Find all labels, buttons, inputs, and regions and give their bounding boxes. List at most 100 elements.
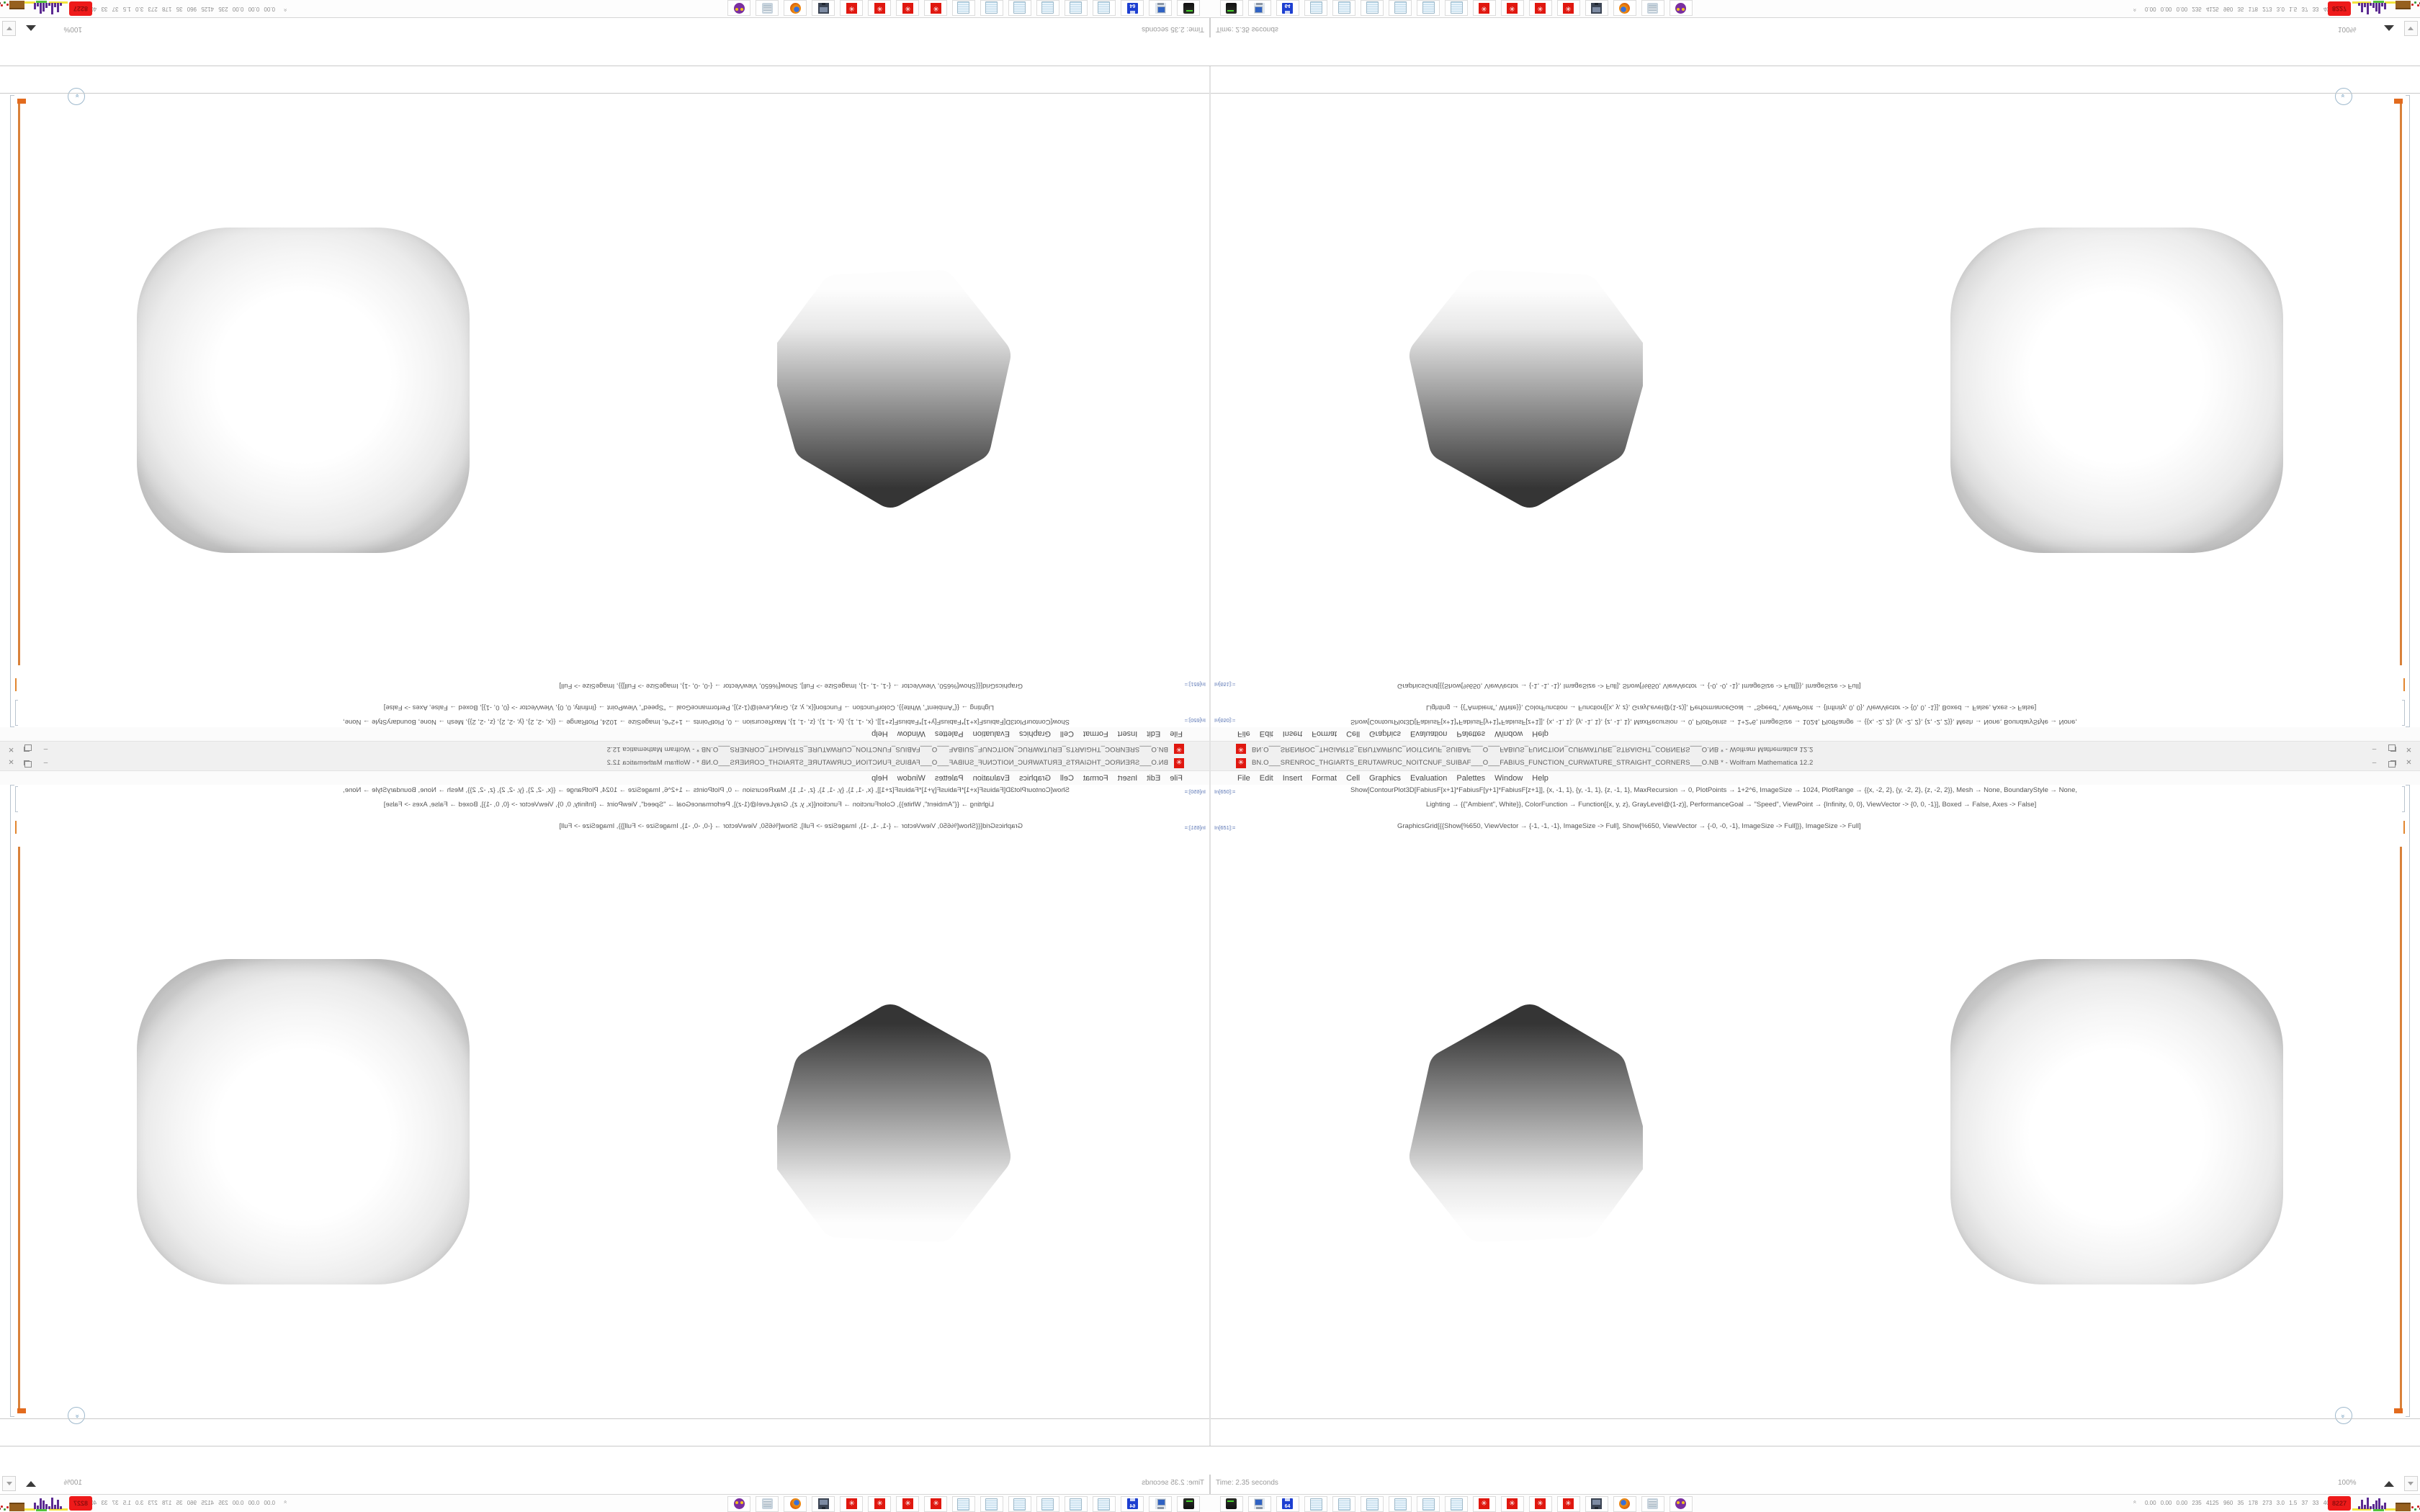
- menu-edit[interactable]: Edit: [1147, 729, 1161, 739]
- menu-window[interactable]: Window: [897, 773, 926, 783]
- window-titlebar[interactable]: ✳ BN.O___SRENROC_THGIARTS_ERUTAWRUC_NOIT…: [0, 741, 1210, 756]
- quicklaunch-red-gear-button[interactable]: ✳: [924, 0, 947, 16]
- quicklaunch-notepad-button[interactable]: [1389, 0, 1412, 16]
- magnification-popup-icon[interactable]: [2384, 25, 2394, 31]
- chevron-circle-icon[interactable]: »: [68, 88, 85, 105]
- code-line-show-contourplot3d[interactable]: Show[ContourPlot3D[FabiusF[x+1]*FabiusF[…: [1350, 786, 2077, 794]
- menu-insert[interactable]: Insert: [1117, 773, 1138, 783]
- quicklaunch-red-gear-button[interactable]: ✳: [1473, 0, 1496, 16]
- quicklaunch-floppy-64-button[interactable]: [1276, 0, 1299, 16]
- quicklaunch-notepad-button[interactable]: [952, 1496, 975, 1512]
- code-line-show-contourplot3d[interactable]: Show[ContourPlot3D[FabiusF[x+1]*FabiusF[…: [343, 786, 1070, 794]
- quicklaunch-monitor-camera-button[interactable]: [812, 0, 835, 16]
- quicklaunch-notepad-button[interactable]: [1361, 1496, 1384, 1512]
- quicklaunch-notepad-button[interactable]: [1093, 0, 1116, 16]
- code-line-graphicsgrid[interactable]: GraphicsGrid[{{Show[%650, ViewVector → {…: [559, 822, 1023, 830]
- menu-graphics[interactable]: Graphics: [1369, 773, 1402, 783]
- code-line-show-contourplot3d[interactable]: Show[ContourPlot3D[FabiusF[x+1]*FabiusF[…: [343, 718, 1070, 726]
- menu-file[interactable]: File: [1170, 773, 1183, 783]
- minimize-button[interactable]: –: [43, 759, 48, 767]
- quicklaunch-red-gear-button[interactable]: ✳: [924, 1496, 947, 1512]
- taskbar[interactable]: » 0.00 0.00 0.00 235 4125 960 35 178 273…: [1210, 0, 2420, 18]
- menu-evaluation[interactable]: Evaluation: [972, 729, 1010, 739]
- menu-window[interactable]: Window: [1494, 729, 1523, 739]
- code-line-lighting[interactable]: Lighting → {{"Ambient", White}}, ColorFu…: [383, 801, 994, 809]
- code-line-show-contourplot3d[interactable]: Show[ContourPlot3D[FabiusF[x+1]*FabiusF[…: [1350, 718, 2077, 726]
- quicklaunch-floppy-64-button[interactable]: [1121, 1496, 1144, 1512]
- quicklaunch-notepad-button[interactable]: [1417, 0, 1440, 16]
- maximize-button[interactable]: [2385, 759, 2398, 768]
- cell-bracket-input[interactable]: [15, 786, 16, 812]
- quicklaunch-red-gear-button[interactable]: ✳: [896, 1496, 919, 1512]
- contour-blob-top-view[interactable]: [137, 228, 470, 553]
- quicklaunch-zip-drive-button[interactable]: [1220, 0, 1243, 16]
- quicklaunch-red-gear-button[interactable]: ✳: [1557, 0, 1580, 16]
- cell-bracket-selected[interactable]: [15, 678, 17, 691]
- quicklaunch-red-gear-button[interactable]: ✳: [1473, 1496, 1496, 1512]
- quicklaunch-owl-button[interactable]: [727, 1496, 750, 1512]
- quicklaunch-red-gear-button[interactable]: ✳: [840, 0, 863, 16]
- contour-blob-oblique-view[interactable]: [777, 268, 1012, 513]
- quicklaunch-red-gear-button[interactable]: ✳: [868, 0, 891, 16]
- close-button[interactable]: ✕: [2406, 759, 2412, 767]
- magnification-dropdown-button[interactable]: [2, 1476, 16, 1491]
- menu-insert[interactable]: Insert: [1282, 729, 1303, 739]
- window-titlebar[interactable]: ✳ BN.O___SRENROC_THGIARTS_ERUTAWRUC_NOIT…: [1210, 741, 2420, 756]
- menu-format[interactable]: Format: [1312, 729, 1337, 739]
- notebook-area[interactable]: In[650]:= Show[ContourPlot3D[FabiusF[x+1…: [0, 785, 1210, 1455]
- contour-blob-oblique-view[interactable]: [1408, 268, 1643, 513]
- quicklaunch-red-gear-button[interactable]: ✳: [840, 1496, 863, 1512]
- cell-bracket-selected[interactable]: [15, 821, 17, 834]
- quicklaunch-scroll-button[interactable]: [756, 0, 779, 16]
- tray-expand-icon[interactable]: »: [2131, 1500, 2138, 1504]
- quicklaunch-owl-button[interactable]: [1670, 0, 1693, 16]
- tray-alert-badge[interactable]: 8227: [2328, 1496, 2351, 1511]
- menu-graphics[interactable]: Graphics: [1018, 773, 1051, 783]
- menu-help[interactable]: Help: [871, 773, 888, 783]
- notebook-area[interactable]: In[650]:= Show[ContourPlot3D[FabiusF[x+1…: [0, 57, 1210, 727]
- cell-bracket-output-selected[interactable]: [18, 847, 20, 1413]
- code-line-graphicsgrid[interactable]: GraphicsGrid[{{Show[%650, ViewVector → {…: [1397, 822, 1861, 830]
- quicklaunch-floppy-64-button[interactable]: [1121, 0, 1144, 16]
- menu-graphics[interactable]: Graphics: [1018, 729, 1051, 739]
- menu-help[interactable]: Help: [1532, 729, 1549, 739]
- cell-bracket-output-selected[interactable]: [18, 99, 20, 665]
- quicklaunch-computer-button[interactable]: [1149, 1496, 1172, 1512]
- taskbar[interactable]: » 0.00 0.00 0.00 235 4125 960 35 178 273…: [0, 0, 1210, 18]
- menu-palettes[interactable]: Palettes: [934, 729, 964, 739]
- magnification-label[interactable]: 100%: [2338, 25, 2357, 33]
- quicklaunch-red-gear-button[interactable]: ✳: [1501, 0, 1524, 16]
- tray-alert-badge[interactable]: 8227: [69, 1, 92, 16]
- window-titlebar[interactable]: ✳ BN.O___SRENROC_THGIARTS_ERUTAWRUC_NOIT…: [1210, 756, 2420, 771]
- menu-window[interactable]: Window: [897, 729, 926, 739]
- quicklaunch-red-gear-button[interactable]: ✳: [1529, 1496, 1552, 1512]
- quicklaunch-floppy-64-button[interactable]: [1276, 1496, 1299, 1512]
- menu-cell[interactable]: Cell: [1059, 773, 1074, 783]
- cell-bracket-output-selected[interactable]: [2400, 847, 2402, 1413]
- menu-edit[interactable]: Edit: [1147, 773, 1161, 783]
- quicklaunch-notepad-button[interactable]: [1332, 1496, 1355, 1512]
- quicklaunch-notepad-button[interactable]: [1389, 1496, 1412, 1512]
- minimize-button[interactable]: –: [43, 745, 48, 753]
- quicklaunch-notepad-button[interactable]: [1304, 0, 1327, 16]
- chevron-circle-icon[interactable]: »: [2335, 1407, 2352, 1424]
- contour-blob-top-view[interactable]: [1950, 959, 2283, 1284]
- notebook-area[interactable]: In[650]:= Show[ContourPlot3D[FabiusF[x+1…: [1210, 57, 2420, 727]
- quicklaunch-owl-button[interactable]: [727, 0, 750, 16]
- magnification-label[interactable]: 100%: [63, 1479, 82, 1487]
- magnification-dropdown-button[interactable]: [2404, 21, 2418, 36]
- menu-insert[interactable]: Insert: [1117, 729, 1138, 739]
- code-line-lighting[interactable]: Lighting → {{"Ambient", White}}, ColorFu…: [1426, 801, 2037, 809]
- taskbar[interactable]: » 0.00 0.00 0.00 235 4125 960 35 178 273…: [0, 1494, 1210, 1512]
- quicklaunch-notepad-button[interactable]: [1008, 0, 1031, 16]
- quicklaunch-notepad-button[interactable]: [1304, 1496, 1327, 1512]
- quicklaunch-notepad-button[interactable]: [1445, 1496, 1468, 1512]
- quicklaunch-notepad-button[interactable]: [1417, 1496, 1440, 1512]
- quicklaunch-notepad-button[interactable]: [1036, 1496, 1059, 1512]
- quicklaunch-notepad-button[interactable]: [1065, 1496, 1088, 1512]
- quicklaunch-monitor-camera-button[interactable]: [1585, 1496, 1608, 1512]
- menu-evaluation[interactable]: Evaluation: [972, 773, 1010, 783]
- quicklaunch-red-gear-button[interactable]: ✳: [868, 1496, 891, 1512]
- contour-blob-top-view[interactable]: [137, 959, 470, 1284]
- tray-alert-badge[interactable]: 8227: [69, 1496, 92, 1511]
